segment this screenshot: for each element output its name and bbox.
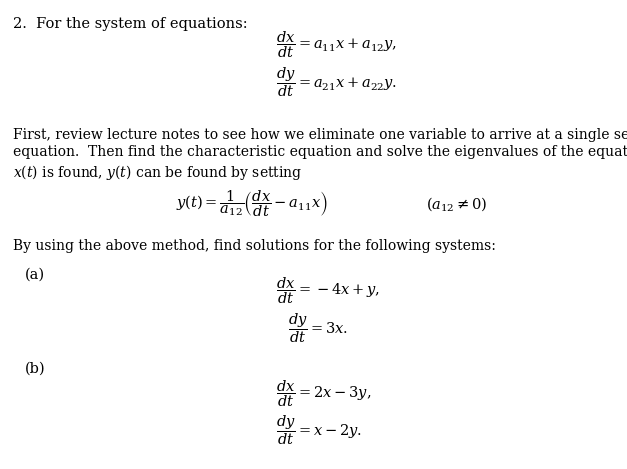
Text: $y(t) = \dfrac{1}{a_{12}}\left(\dfrac{dx}{dt} - a_{11}x\right)$: $y(t) = \dfrac{1}{a_{12}}\left(\dfrac{dx… xyxy=(176,189,327,219)
Text: $\dfrac{dx}{dt} = a_{11}x + a_{12}y,$: $\dfrac{dx}{dt} = a_{11}x + a_{12}y,$ xyxy=(276,29,397,60)
Text: equation.  Then find the characteristic equation and solve the eigenvalues of th: equation. Then find the characteristic e… xyxy=(13,145,627,159)
Text: $\dfrac{dx}{dt} = 2x - 3y,$: $\dfrac{dx}{dt} = 2x - 3y,$ xyxy=(276,378,371,409)
Text: $\dfrac{dx}{dt} = -4x + y,$: $\dfrac{dx}{dt} = -4x + y,$ xyxy=(276,275,380,306)
Text: $\dfrac{dy}{dt} = a_{21}x + a_{22}y.$: $\dfrac{dy}{dt} = a_{21}x + a_{22}y.$ xyxy=(276,65,397,99)
Text: 2.  For the system of equations:: 2. For the system of equations: xyxy=(13,17,247,31)
Text: (b): (b) xyxy=(25,362,46,376)
Text: $(a_{12} \neq 0)$: $(a_{12} \neq 0)$ xyxy=(426,195,488,213)
Text: $x(t)$ is found, $y(t)$ can be found by setting: $x(t)$ is found, $y(t)$ can be found by … xyxy=(13,163,302,182)
Text: $\dfrac{dy}{dt} = x - 2y.$: $\dfrac{dy}{dt} = x - 2y.$ xyxy=(276,413,362,447)
Text: $\dfrac{dy}{dt} = 3x.$: $\dfrac{dy}{dt} = 3x.$ xyxy=(288,311,349,345)
Text: First, review lecture notes to see how we eliminate one variable to arrive at a : First, review lecture notes to see how w… xyxy=(13,128,627,142)
Text: (a): (a) xyxy=(25,267,45,281)
Text: By using the above method, find solutions for the following systems:: By using the above method, find solution… xyxy=(13,239,495,253)
